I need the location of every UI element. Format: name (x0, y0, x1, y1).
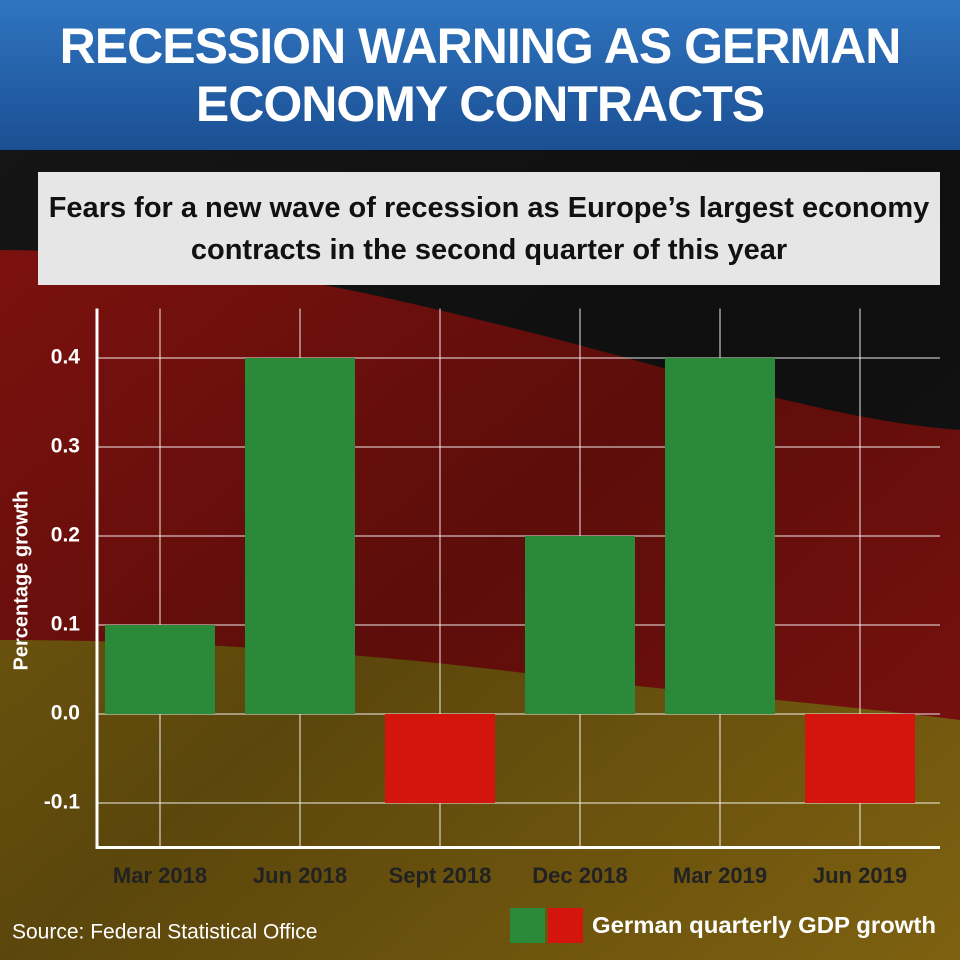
y-tick-label: 0.1 (51, 613, 81, 636)
y-tick-label: -0.1 (44, 791, 81, 814)
chart-title: RECESSION WARNING AS GERMAN ECONOMY CONT… (59, 18, 902, 132)
bar (665, 358, 775, 714)
title-banner (0, 0, 960, 150)
bar (245, 358, 355, 714)
x-tick-label: Dec 2018 (532, 863, 627, 888)
chart-subtitle: Fears for a new wave of recession as Eur… (38, 172, 940, 285)
bar (385, 714, 495, 803)
bar (525, 536, 635, 714)
y-axis-label: Percentage growth (10, 490, 32, 670)
source-note: Source: Federal Statistical Office (12, 921, 317, 944)
y-tick-label: 0.3 (51, 435, 80, 458)
legend-label: German quarterly GDP growth (592, 912, 936, 938)
x-tick-label: Sept 2018 (389, 863, 492, 888)
y-tick-label: 0.4 (51, 346, 81, 369)
x-tick-label: Mar 2018 (113, 863, 207, 888)
legend-swatch (548, 908, 583, 943)
bar (805, 714, 915, 803)
legend-swatch (510, 908, 545, 943)
y-tick-label: 0.0 (51, 702, 80, 725)
plot-area: -0.1 0.0 0.1 0.2 0.3 0.4 Mar 2018 Jun 2018 Sept … (10, 308, 940, 944)
x-tick-label: Jun 2019 (813, 863, 907, 888)
x-tick-label: Mar 2019 (673, 863, 767, 888)
bar (105, 625, 215, 714)
x-tick-label: Jun 2018 (253, 863, 347, 888)
y-tick-label: 0.2 (51, 524, 80, 547)
